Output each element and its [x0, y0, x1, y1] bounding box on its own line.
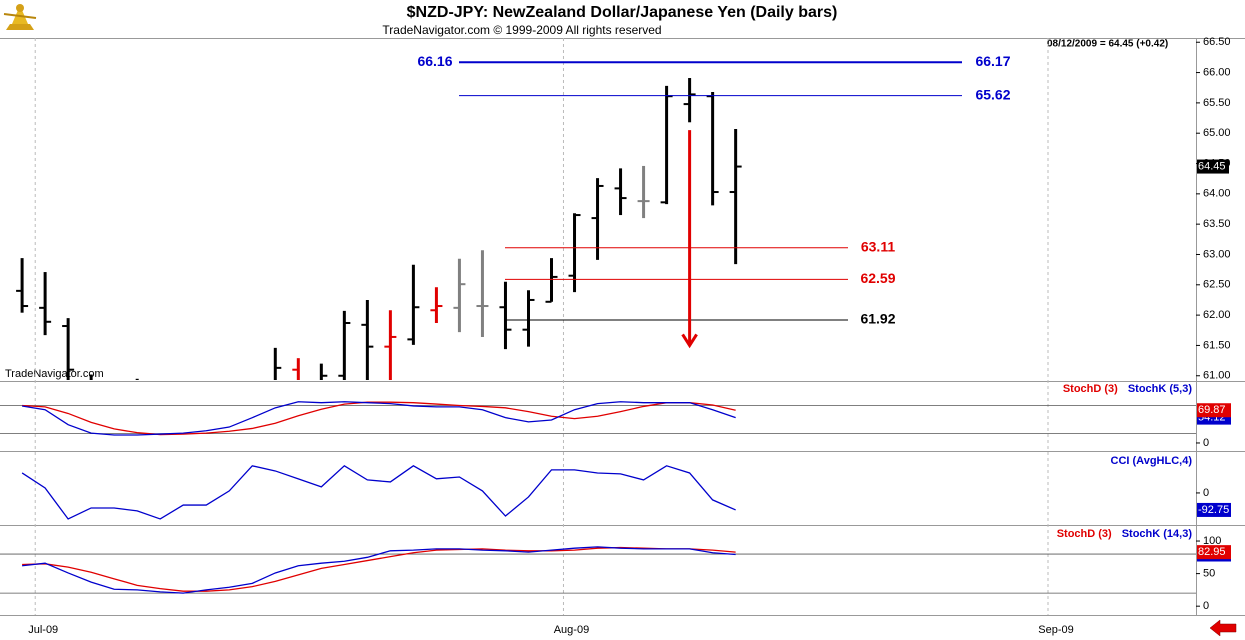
last-value-box — [1197, 502, 1231, 517]
legend-label: StochD (3) — [1057, 528, 1112, 540]
y-tick-label: 62.00 — [1203, 309, 1231, 321]
level-label: 61.92 — [860, 311, 895, 327]
y-tick-label: 62.50 — [1203, 279, 1231, 291]
y-tick-label: 66.50 — [1203, 36, 1231, 48]
y-tick-label: 0 — [1203, 437, 1209, 449]
y-tick-label: 65.50 — [1203, 97, 1231, 109]
legend-label: StochD (3) — [1063, 383, 1118, 395]
series-line — [21, 401, 736, 436]
y-tick-label: 63.50 — [1203, 218, 1231, 230]
series-line — [22, 401, 736, 436]
last-value-label: 64.45 — [1198, 160, 1226, 172]
last-value-box — [1197, 159, 1229, 174]
scroll-arrow[interactable] — [1209, 619, 1237, 637]
series-line — [22, 546, 736, 594]
x-tick-label: Sep-09 — [1038, 624, 1073, 636]
last-value-box — [1197, 545, 1231, 560]
arrow-head — [681, 333, 698, 349]
series-line — [21, 465, 736, 520]
y-tick-label: 50 — [1203, 568, 1215, 580]
y-tick-label: 65.00 — [1203, 127, 1231, 139]
frame — [0, 38, 1245, 616]
y-tick-label: 61.50 — [1203, 339, 1231, 351]
level-label: 63.11 — [861, 239, 895, 255]
y-tick-label: 100 — [1203, 535, 1221, 547]
legend-label: StochK (14,3) — [1122, 528, 1193, 540]
legend-label: StochK (5,3) — [1128, 383, 1193, 395]
y-tick-label: 64.00 — [1203, 188, 1231, 200]
price-header: 08/12/2009 = 64.45 (+0.42) — [1047, 39, 1168, 50]
level-label: 66.16 — [417, 53, 452, 69]
y-tick-label: 66.00 — [1203, 66, 1231, 78]
chart-title: $NZD-JPY: NewZealand Dollar/Japanese Yen… — [407, 4, 838, 21]
chart-subtitle: TradeNavigator.com © 1999-2009 All right… — [382, 23, 661, 37]
x-tick-label: Jul-09 — [28, 624, 58, 636]
legend-label: CCI (AvgHLC,4) — [1111, 455, 1193, 467]
x-tick-label: Aug-09 — [554, 624, 589, 636]
level-label: 62.59 — [860, 270, 895, 286]
price-bars — [16, 78, 742, 380]
last-value-label: 69.87 — [1198, 404, 1226, 416]
watermark: TradeNavigator.com — [5, 368, 104, 380]
y-tick-label: 0 — [1203, 487, 1209, 499]
y-tick-label: 0 — [1203, 600, 1209, 612]
last-value-label: -92.75 — [1198, 504, 1229, 516]
level-label: 66.17 — [975, 53, 1010, 69]
last-value-label: 82.95 — [1198, 546, 1226, 558]
y-tick-label: 61.00 — [1203, 370, 1231, 382]
last-value-box — [1197, 403, 1231, 418]
y-tick-label: 63.00 — [1203, 248, 1231, 260]
level-label: 65.62 — [975, 86, 1010, 102]
logo — [3, 4, 37, 30]
